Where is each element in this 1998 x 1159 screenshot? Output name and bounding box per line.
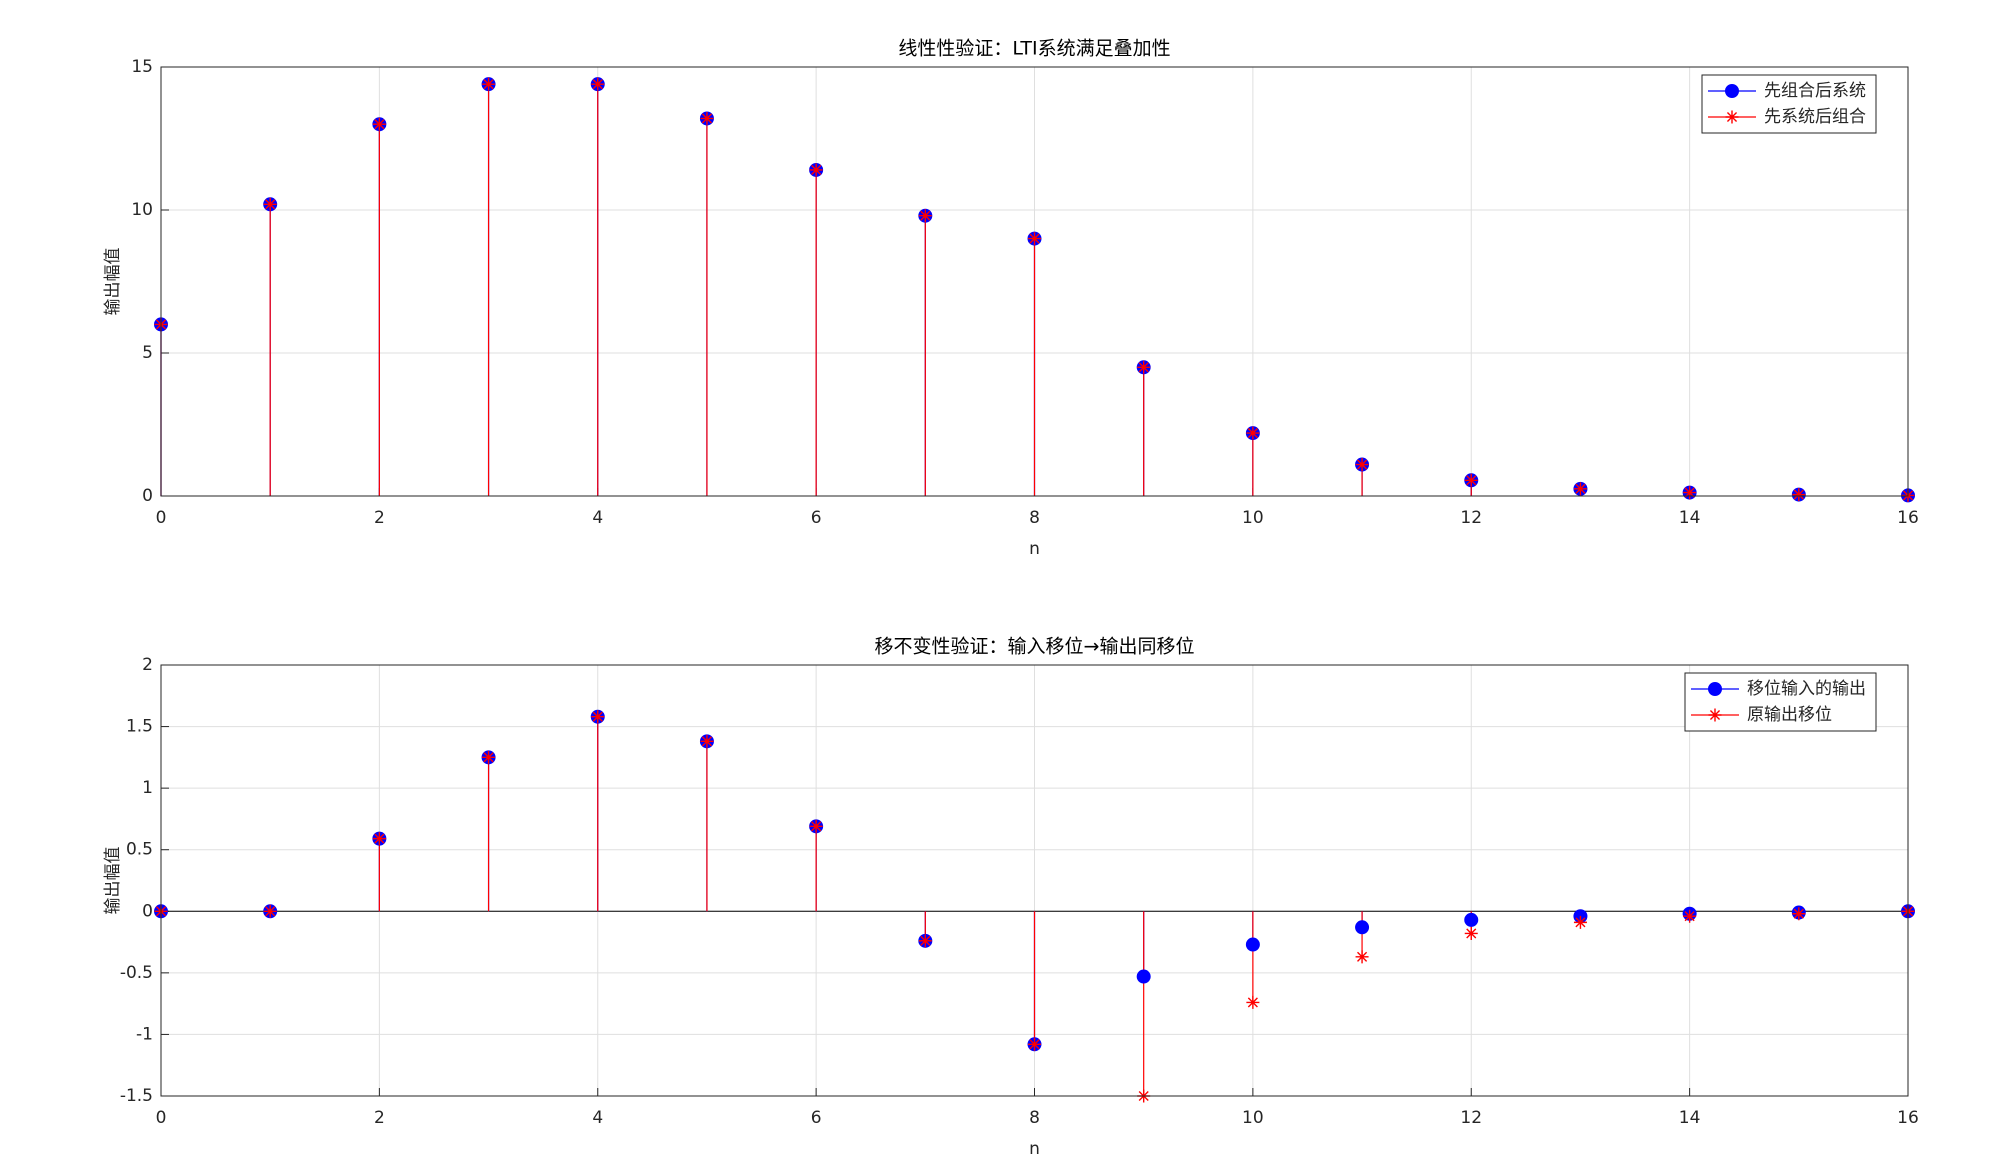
x-tick-label: 12 — [1460, 508, 1482, 528]
marker-circle — [1708, 682, 1722, 696]
y-tick-label: -1 — [136, 1024, 153, 1044]
marker-circle — [1245, 937, 1260, 952]
marker-asterisk — [1028, 1037, 1041, 1051]
x-tick-label: 14 — [1679, 1108, 1701, 1128]
y-tick-label: -0.5 — [120, 963, 153, 983]
x-tick-label: 16 — [1897, 1108, 1919, 1128]
marker-asterisk — [482, 77, 496, 91]
marker-asterisk — [1464, 473, 1478, 487]
x-tick-label: 0 — [156, 1108, 167, 1128]
x-tick-label: 2 — [374, 508, 385, 528]
axes-box — [160, 664, 1909, 1097]
y-tick-label: 1 — [142, 778, 153, 798]
marker-asterisk — [809, 163, 823, 177]
marker-asterisk — [1355, 458, 1369, 472]
y-tick-label: 0 — [142, 901, 153, 921]
y-tick-label: 15 — [131, 57, 153, 77]
chart-title: 移不变性验证：输入移位→输出同移位 — [875, 636, 1195, 658]
y-tick-label: 5 — [142, 343, 153, 363]
marker-asterisk — [591, 710, 605, 724]
marker-asterisk — [372, 832, 386, 846]
marker-asterisk — [1683, 909, 1697, 923]
marker-asterisk — [1708, 708, 1722, 722]
marker-asterisk — [809, 819, 823, 833]
x-axis-label: n — [1029, 1139, 1040, 1159]
x-tick-label: 14 — [1679, 508, 1701, 528]
legend-label: 移位输入的输出 — [1747, 679, 1866, 699]
marker-asterisk — [1792, 907, 1806, 921]
marker-asterisk — [263, 904, 277, 918]
marker-circle — [1136, 969, 1151, 984]
x-axis-label: n — [1029, 539, 1040, 559]
y-tick-label: 0.5 — [126, 840, 153, 860]
marker-asterisk — [1355, 950, 1369, 964]
x-tick-label: 2 — [374, 1108, 385, 1128]
marker-asterisk — [1246, 426, 1260, 440]
y-tick-label: 10 — [131, 200, 153, 220]
marker-asterisk — [372, 117, 386, 131]
x-tick-label: 12 — [1460, 1108, 1482, 1128]
marker-asterisk — [1792, 488, 1806, 502]
axes: 0 2 4 6 8 10 12 14 16 0 5 10 15 线性性验证：LTI系统满足叠加性 n 输出幅值… — [103, 38, 1919, 560]
y-axis-label: 输出幅值 — [103, 248, 123, 316]
x-tick-label: 10 — [1242, 508, 1264, 528]
x-tick-label: 6 — [811, 1108, 822, 1128]
marker-asterisk — [263, 197, 277, 211]
marker-circle — [1725, 84, 1739, 98]
x-tick-label: 4 — [592, 508, 603, 528]
y-axis-label: 输出幅值 — [103, 847, 123, 915]
marker-asterisk — [591, 77, 605, 91]
marker-circle — [1464, 912, 1479, 927]
marker-asterisk — [1028, 232, 1041, 246]
x-tick-label: 0 — [156, 508, 167, 528]
marker-asterisk — [918, 209, 932, 223]
legend-label: 原输出移位 — [1747, 705, 1832, 725]
x-tick-label: 4 — [592, 1108, 603, 1128]
x-tick-label: 16 — [1897, 508, 1919, 528]
y-tick-label: 0 — [142, 486, 153, 506]
x-tick-label: 8 — [1029, 508, 1040, 528]
y-tick-label: 1.5 — [126, 717, 153, 737]
y-tick-label: -1.5 — [120, 1086, 153, 1106]
y-tick-label: 2 — [142, 655, 153, 675]
marker-circle — [1355, 920, 1370, 935]
legend-label: 先系统后组合 — [1764, 107, 1866, 127]
axes-box — [160, 66, 1909, 497]
chart-title: 线性性验证：LTI系统满足叠加性 — [898, 38, 1170, 60]
marker-asterisk — [700, 734, 714, 748]
marker-asterisk — [1137, 360, 1151, 374]
marker-asterisk — [1573, 915, 1587, 929]
x-tick-label: 8 — [1029, 1108, 1040, 1128]
marker-asterisk — [1464, 926, 1478, 940]
marker-asterisk — [482, 750, 496, 764]
marker-asterisk — [918, 934, 932, 948]
marker-asterisk — [1683, 486, 1697, 500]
marker-asterisk — [1246, 995, 1260, 1009]
marker-asterisk — [700, 111, 714, 125]
x-tick-label: 10 — [1242, 1108, 1264, 1128]
x-tick-label: 6 — [811, 508, 822, 528]
legend-label: 先组合后系统 — [1764, 81, 1866, 101]
marker-asterisk — [1573, 482, 1587, 496]
marker-asterisk — [1725, 110, 1739, 124]
axes: 0 2 4 6 8 10 12 14 16 -1.5 -1 -0.5 0 0.5 1 1.5 2 移不变性验证：输… — [103, 636, 1919, 1159]
